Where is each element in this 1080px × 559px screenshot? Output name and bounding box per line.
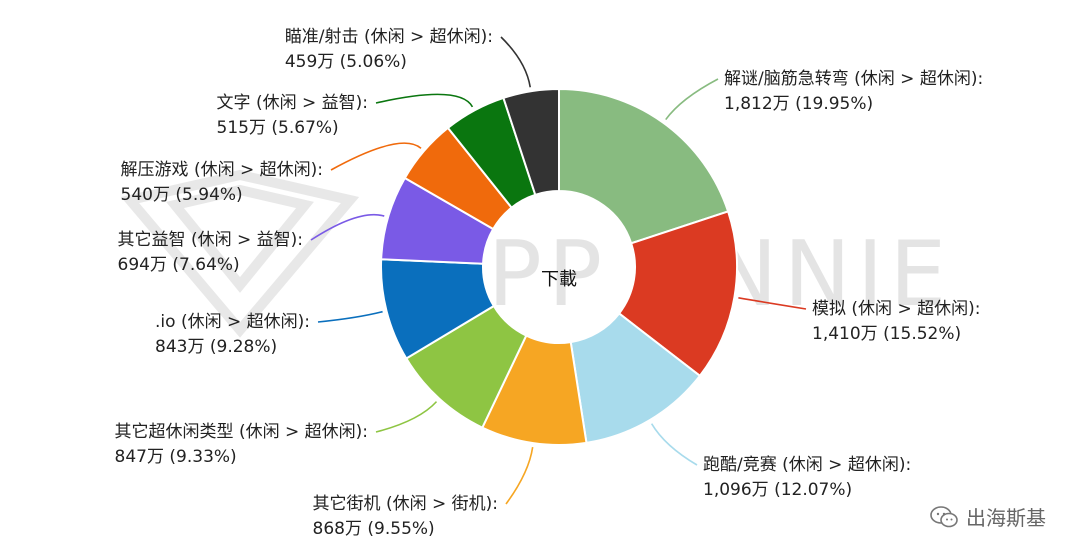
leader-line bbox=[738, 297, 807, 310]
slice-label: 解谜/脑筋急转弯 (休闲 > 超休闲): bbox=[724, 69, 983, 89]
leader-line bbox=[375, 93, 474, 108]
leader-line bbox=[375, 401, 438, 433]
slice-value-label: 694万 (7.64%) bbox=[118, 255, 240, 275]
center-label: 下載 bbox=[541, 269, 577, 290]
leader-lines bbox=[310, 36, 807, 505]
slice-value-label: 847万 (9.33%) bbox=[115, 447, 237, 467]
leader-line bbox=[317, 310, 383, 323]
slice-label: 跑酷/竞赛 (休闲 > 超休闲): bbox=[703, 454, 911, 475]
slice-label: 瞄准/射击 (休闲 > 超休闲): bbox=[285, 27, 493, 47]
leader-line bbox=[505, 446, 534, 505]
slice-label: 解压游戏 (休闲 > 超休闲): bbox=[121, 160, 323, 180]
watermark-logo-icon bbox=[120, 169, 360, 338]
donut-slice bbox=[502, 87, 560, 197]
credit-text: 出海斯基 bbox=[966, 506, 1046, 530]
slice-labels: 解谜/脑筋急转弯 (休闲 > 超休闲): 1,812万 (19.95%) 模拟 (休… bbox=[115, 27, 984, 539]
leader-line bbox=[330, 142, 422, 171]
slice-label: 其它街机 (休闲 > 街机): bbox=[313, 494, 498, 514]
slice-label: 其它超休闲类型 (休闲 > 超休闲): bbox=[115, 422, 368, 442]
leader-line bbox=[500, 36, 532, 88]
credit-badge: 出海斯基 bbox=[930, 502, 1046, 531]
leader-line bbox=[650, 423, 698, 466]
slice-value-label: 1,812万 (19.95%) bbox=[724, 94, 873, 114]
slice-value-label: 540万 (5.94%) bbox=[121, 185, 243, 205]
slice-value-label: 515万 (5.67%) bbox=[217, 118, 339, 138]
slice-value-label: 459万 (5.06%) bbox=[285, 52, 407, 72]
leader-line bbox=[310, 213, 385, 241]
slice-value-label: 843万 (9.28%) bbox=[155, 337, 277, 357]
donut-slices bbox=[380, 87, 738, 446]
slice-label: 其它益智 (休闲 > 益智): bbox=[118, 230, 303, 250]
donut-slice bbox=[617, 210, 738, 378]
slice-label: .io (休闲 > 超休闲): bbox=[155, 312, 310, 332]
slice-value-label: 1,410万 (15.52%) bbox=[812, 324, 961, 344]
wechat-icon bbox=[930, 505, 958, 527]
donut-slice bbox=[558, 87, 730, 245]
slice-value-label: 1,096万 (12.07%) bbox=[703, 480, 852, 500]
slice-label: 模拟 (休闲 > 超休闲): bbox=[812, 299, 980, 319]
donut-slice bbox=[569, 312, 702, 445]
leader-line bbox=[665, 78, 719, 121]
slice-value-label: 868万 (9.55%) bbox=[313, 519, 435, 539]
slice-label: 文字 (休闲 > 益智): bbox=[217, 93, 368, 113]
